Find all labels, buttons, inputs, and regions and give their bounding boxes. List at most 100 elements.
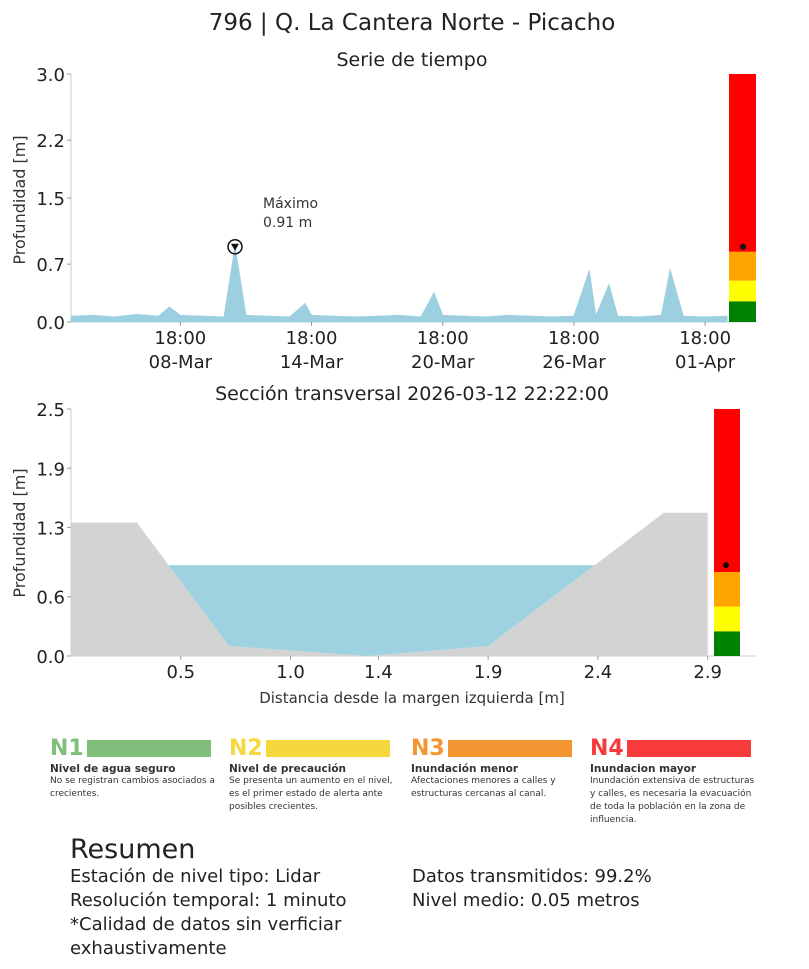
summary-left-column: Estación de nivel tipo: Lidar Resolución… bbox=[70, 865, 412, 961]
timeseries-y-ticks: 0.0 0.7 1.5 2.2 3.0 bbox=[36, 65, 71, 334]
charts-canvas: 796 | Q. La Cantera Norte - Picacho Seri… bbox=[10, 10, 757, 707]
timeseries-point bbox=[433, 292, 435, 294]
timeseries-point bbox=[332, 315, 334, 317]
cross-section-y-tick-label: 1.3 bbox=[36, 519, 65, 540]
timeseries-point bbox=[201, 315, 203, 317]
legend-color-bar bbox=[626, 740, 751, 757]
timeseries-point bbox=[267, 315, 269, 317]
timeseries-point bbox=[617, 315, 619, 317]
legend-header: N2 bbox=[229, 736, 397, 761]
summary-station-type: Estación de nivel tipo: Lidar bbox=[70, 866, 321, 887]
timeseries-x-tick-date: 08-Mar bbox=[149, 352, 213, 373]
timeseries-level-bar bbox=[729, 74, 756, 322]
level-segment-n3 bbox=[729, 251, 756, 281]
cross-section-x-tick-label: 1.0 bbox=[276, 662, 305, 683]
timeseries-x-ticks: 18:00 08-Mar 18:00 14-Mar 18:00 20-Mar 18:00 26… bbox=[149, 322, 736, 373]
cross-section-x-tick-label: 2.9 bbox=[693, 662, 722, 683]
timeseries-point bbox=[354, 316, 356, 318]
terrain-profile bbox=[71, 512, 708, 656]
cross-section-y-tick-label: 2.5 bbox=[36, 400, 65, 421]
legend-header: N3 bbox=[411, 736, 579, 761]
current-level-dot bbox=[740, 243, 746, 250]
timeseries-point bbox=[304, 303, 306, 305]
cross-section-xlabel: Distancia desde la margen izquierda [m] bbox=[259, 689, 565, 707]
timeseries-x-tick-time: 18:00 bbox=[154, 328, 206, 349]
legend-title: Nivel de agua seguro bbox=[50, 763, 176, 775]
legend-code: N3 bbox=[411, 736, 445, 761]
timeseries-x-tick-time: 18:00 bbox=[679, 328, 731, 349]
timeseries-point bbox=[136, 313, 138, 316]
timeseries-point bbox=[464, 315, 466, 317]
legend-title: Nivel de precaución bbox=[229, 763, 347, 775]
timeseries-x-tick-time: 18:00 bbox=[417, 328, 469, 349]
timeseries-y-tick-label: 2.2 bbox=[36, 131, 65, 152]
legend-description: No se registran cambios asociados a crec… bbox=[50, 776, 215, 799]
summary-data-transmitted: Datos transmitidos: 99.2% bbox=[412, 866, 652, 887]
summary-time-resolution: Resolución temporal: 1 minuto bbox=[70, 890, 347, 911]
legend-description: Afectaciones menores a calles y estructu… bbox=[411, 776, 556, 799]
legend-header: N1 bbox=[50, 736, 218, 761]
timeseries-ylabel: Profundidad [m] bbox=[10, 135, 29, 264]
cross-section-ylabel: Profundidad [m] bbox=[10, 468, 29, 597]
timeseries-point bbox=[179, 314, 181, 316]
cross-section-x-tick-label: 0.5 bbox=[166, 662, 195, 683]
timeseries-point bbox=[245, 314, 247, 316]
cross-section-x-tick-label: 1.4 bbox=[364, 662, 393, 683]
cs-current-level-dot bbox=[723, 562, 729, 569]
summary-quality-note: *Calidad de datos sin verficiar exhausti… bbox=[70, 914, 342, 959]
legend-title: Inundación menor bbox=[411, 763, 519, 775]
max-annotation: Máximo 0.91 m bbox=[227, 196, 318, 255]
cross-section-x-tick-label: 2.4 bbox=[584, 662, 613, 683]
timeseries-chart: Serie de tiempo Profundidad [m] 0.0 0.7 1.… bbox=[10, 49, 757, 373]
summary-right-column: Datos transmitidos: 99.2% Nivel medio: 0… bbox=[412, 865, 652, 961]
level-segment-n4 bbox=[729, 74, 756, 252]
cross-section-chart: Sección transversal 2026-03-12 22:22:00 … bbox=[10, 383, 756, 707]
legend-code: N4 bbox=[590, 736, 624, 761]
timeseries-x-tick-date: 20-Mar bbox=[411, 352, 475, 373]
timeseries-point bbox=[92, 314, 94, 316]
timeseries-point bbox=[157, 315, 160, 317]
timeseries-point bbox=[573, 315, 575, 317]
cross-section-level-bar bbox=[714, 409, 740, 656]
cs-level-segment-n3 bbox=[714, 572, 740, 607]
timeseries-point bbox=[595, 315, 597, 317]
max-annotation-label: Máximo bbox=[263, 196, 318, 212]
timeseries-point bbox=[551, 316, 553, 318]
timeseries-y-tick-label: 3.0 bbox=[36, 65, 65, 86]
legend-color-bar bbox=[447, 740, 572, 757]
summary-title: Resumen bbox=[70, 834, 196, 865]
timeseries-point bbox=[682, 315, 684, 317]
level-segment-n1 bbox=[729, 301, 756, 322]
timeseries-point bbox=[726, 315, 728, 317]
timeseries-point bbox=[310, 314, 313, 316]
max-annotation-value: 0.91 m bbox=[263, 215, 312, 231]
timeseries-y-tick-label: 0.0 bbox=[36, 313, 65, 334]
cross-section-y-ticks: 0.0 0.6 1.3 1.9 2.5 bbox=[36, 400, 71, 668]
timeseries-x-tick-date: 14-Mar bbox=[280, 352, 344, 373]
legend-color-bar bbox=[86, 740, 211, 757]
legend-code: N2 bbox=[229, 736, 263, 761]
max-marker-triangle bbox=[231, 243, 239, 251]
timeseries-point bbox=[442, 314, 444, 316]
cross-section-title: Sección transversal 2026-03-12 22:22:00 bbox=[215, 383, 609, 405]
timeseries-point bbox=[114, 316, 116, 318]
level-segment-n2 bbox=[729, 280, 756, 302]
timeseries-point bbox=[70, 315, 72, 317]
timeseries-x-tick-date: 26-Mar bbox=[542, 352, 606, 373]
summary-mean-level: Nivel medio: 0.05 metros bbox=[412, 890, 640, 911]
cs-level-segment-n1 bbox=[714, 631, 740, 656]
timeseries-series-area bbox=[70, 246, 728, 323]
cross-section-plot-area bbox=[70, 409, 756, 657]
legend-item-n4: N4 Inundacion mayor Inundación extensiva d… bbox=[590, 736, 758, 827]
timeseries-point bbox=[168, 306, 170, 308]
legend-item-n3: N3 Inundación menor Afectaciones menores a… bbox=[411, 736, 579, 801]
cross-section-x-tick-label: 1.9 bbox=[474, 662, 503, 683]
cross-section-y-tick-label: 0.0 bbox=[36, 647, 65, 668]
timeseries-title: Serie de tiempo bbox=[337, 49, 488, 71]
timeseries-point bbox=[704, 316, 706, 318]
cross-section-y-tick-label: 1.9 bbox=[36, 459, 65, 480]
timeseries-point bbox=[588, 270, 590, 272]
timeseries-x-tick-time: 18:00 bbox=[548, 328, 600, 349]
timeseries-point bbox=[638, 316, 641, 318]
legend-description: Se presenta un aumento en el nivel, es e… bbox=[229, 776, 393, 812]
